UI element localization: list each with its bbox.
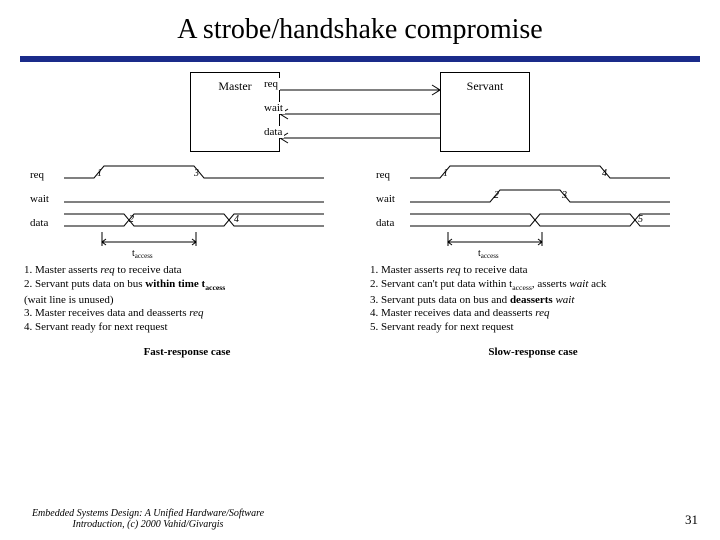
wait-arrow <box>280 108 440 120</box>
marker-1: 1 <box>443 168 448 179</box>
fast-case-label: Fast-response case <box>24 346 350 358</box>
wait-signal-label: wait <box>376 193 395 205</box>
taccess-label: taccess <box>478 248 499 260</box>
servant-box: Servant <box>440 72 530 152</box>
accent-bar <box>20 56 700 62</box>
marker-2: 2 <box>494 190 499 201</box>
block-diagram: Master Servant req wait data <box>190 72 530 152</box>
footer-citation: Embedded Systems Design: A Unified Hardw… <box>18 508 278 530</box>
marker-3: 3 <box>561 190 567 201</box>
page-number: 31 <box>685 512 698 528</box>
marker-1: 1 <box>97 168 102 179</box>
fast-timing-diagram: req wait data 1 2 3 4 tacce <box>24 160 344 260</box>
slow-steps: 1. Master asserts req to receive data 2.… <box>370 264 696 334</box>
marker-2: 2 <box>129 214 134 225</box>
taccess-label: taccess <box>132 248 153 260</box>
wait-signal-label: wait <box>30 193 49 205</box>
fast-response-panel: req wait data 1 2 3 4 tacce <box>24 160 350 358</box>
data-signal-label: data <box>376 217 394 229</box>
req-signal-label: req <box>376 169 391 181</box>
slide-title: A strobe/handshake compromise <box>0 0 720 52</box>
marker-3: 3 <box>193 168 199 179</box>
data-signal-label: data <box>30 217 48 229</box>
data-arrow <box>280 132 440 144</box>
req-label: req <box>262 78 280 90</box>
data-label: data <box>262 126 284 138</box>
req-arrow <box>280 84 440 96</box>
wait-label: wait <box>262 102 285 114</box>
marker-4: 4 <box>234 214 239 225</box>
marker-5: 5 <box>638 214 643 225</box>
marker-4: 4 <box>602 168 607 179</box>
slow-response-panel: req wait data 1 2 3 4 5 <box>370 160 696 358</box>
req-signal-label: req <box>30 169 45 181</box>
slow-case-label: Slow-response case <box>370 346 696 358</box>
fast-steps: 1. Master asserts req to receive data 2.… <box>24 264 350 334</box>
slow-timing-diagram: req wait data 1 2 3 4 5 <box>370 160 690 260</box>
